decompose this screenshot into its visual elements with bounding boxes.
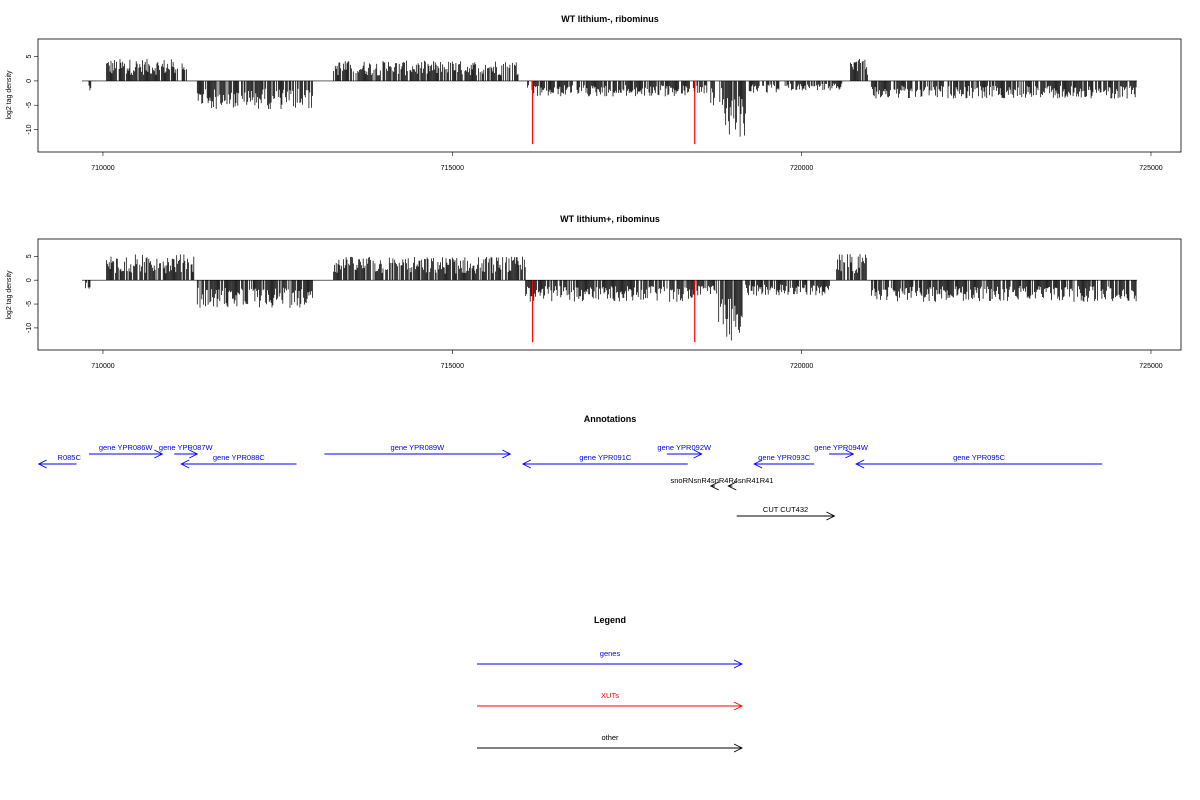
xut-markers [532, 280, 696, 343]
y-tick-label: 0 [26, 79, 33, 83]
x-tick-label: 725000 [1139, 363, 1162, 370]
feature-arrowhead [502, 449, 512, 459]
y-tick-label: -5 [26, 102, 33, 108]
legend: Legend genes XUTs other [477, 615, 744, 753]
panel-title: WT lithium-, ribominus [561, 14, 659, 24]
feature-label: R085C [58, 453, 82, 462]
y-tick-label: -10 [26, 323, 33, 333]
feature-arrowhead [521, 459, 532, 469]
feature-label: CUT CUT432 [763, 505, 808, 514]
plot-frame [37, 238, 1182, 351]
feature-label: gene YPR091C [579, 453, 632, 462]
panel-lithium-minus: WT lithium-, ribominus 5 0 -5 -10 710000 715… [6, 14, 1182, 172]
panel-lithium-plus: WT lithium+, ribominus 5 0 -5 -10 710000 715… [6, 214, 1182, 370]
feature-label: gene YPR089W [391, 443, 446, 452]
y-tick-label: -5 [26, 301, 33, 307]
x-tick-label: 725000 [1139, 165, 1162, 172]
feature-arrowhead [727, 481, 737, 491]
feature-arrowhead [154, 449, 164, 459]
xut-markers [532, 80, 696, 145]
feature-label: gene YPR087W [159, 443, 214, 452]
annotations-track: Annotations R085C gene YPR086W gene YPR087… [37, 414, 1103, 521]
panel-title: WT lithium+, ribominus [560, 214, 660, 224]
legend-arrowhead [733, 743, 744, 753]
y-tick-label: 5 [26, 254, 33, 258]
feature-arrowhead [693, 449, 703, 459]
y-tick-label: 5 [26, 55, 33, 59]
feature-arrowhead [37, 459, 47, 469]
x-tick-label: 720000 [790, 363, 813, 370]
x-tick-label: 720000 [790, 165, 813, 172]
feature-label: gene YPR088C [213, 453, 266, 462]
density-bars [82, 58, 1137, 137]
x-tick-label: 710000 [91, 165, 114, 172]
y-axis-label: log2 tag density [6, 70, 13, 120]
x-tick-label: 715000 [441, 363, 464, 370]
feature-arrowhead [753, 459, 763, 469]
y-axis: 5 0 -5 -10 [26, 55, 38, 135]
feature-label: gene YPR093C [758, 453, 811, 462]
legend-arrowhead [733, 701, 744, 711]
feature-label: gene YPR086W [99, 443, 154, 452]
legend-items: genes XUTs other [477, 649, 744, 753]
legend-label: XUTs [601, 691, 619, 700]
density-bars [82, 254, 1137, 341]
x-axis: 710000 715000 720000 725000 [91, 152, 1163, 172]
x-axis: 710000 715000 720000 725000 [91, 350, 1163, 370]
legend-label: genes [600, 649, 621, 658]
feature-arrowhead [180, 459, 190, 469]
feature-label: gene YPR094W [814, 443, 869, 452]
feature-arrowhead [189, 449, 199, 459]
y-axis-label: log2 tag density [6, 270, 13, 320]
snorna-label-cluster: snoRNsnR4snR4R4snR41R41 [671, 476, 774, 485]
feature-arrowhead [845, 449, 855, 459]
plot-frame [37, 38, 1182, 153]
y-axis: 5 0 -5 -10 [26, 254, 38, 333]
x-tick-label: 715000 [441, 165, 464, 172]
y-tick-label: -10 [26, 124, 33, 134]
feature-arrowhead [826, 511, 836, 521]
feature-label: gene YPR092W [657, 443, 712, 452]
legend-arrowhead [733, 659, 744, 669]
feature-arrowhead [855, 459, 865, 469]
x-tick-label: 710000 [91, 363, 114, 370]
legend-label: other [601, 733, 619, 742]
feature-label: gene YPR095C [953, 453, 1006, 462]
legend-title: Legend [594, 615, 626, 625]
annotations-title: Annotations [584, 414, 637, 424]
y-tick-label: 0 [26, 278, 33, 282]
feature-arrowhead [709, 481, 720, 491]
